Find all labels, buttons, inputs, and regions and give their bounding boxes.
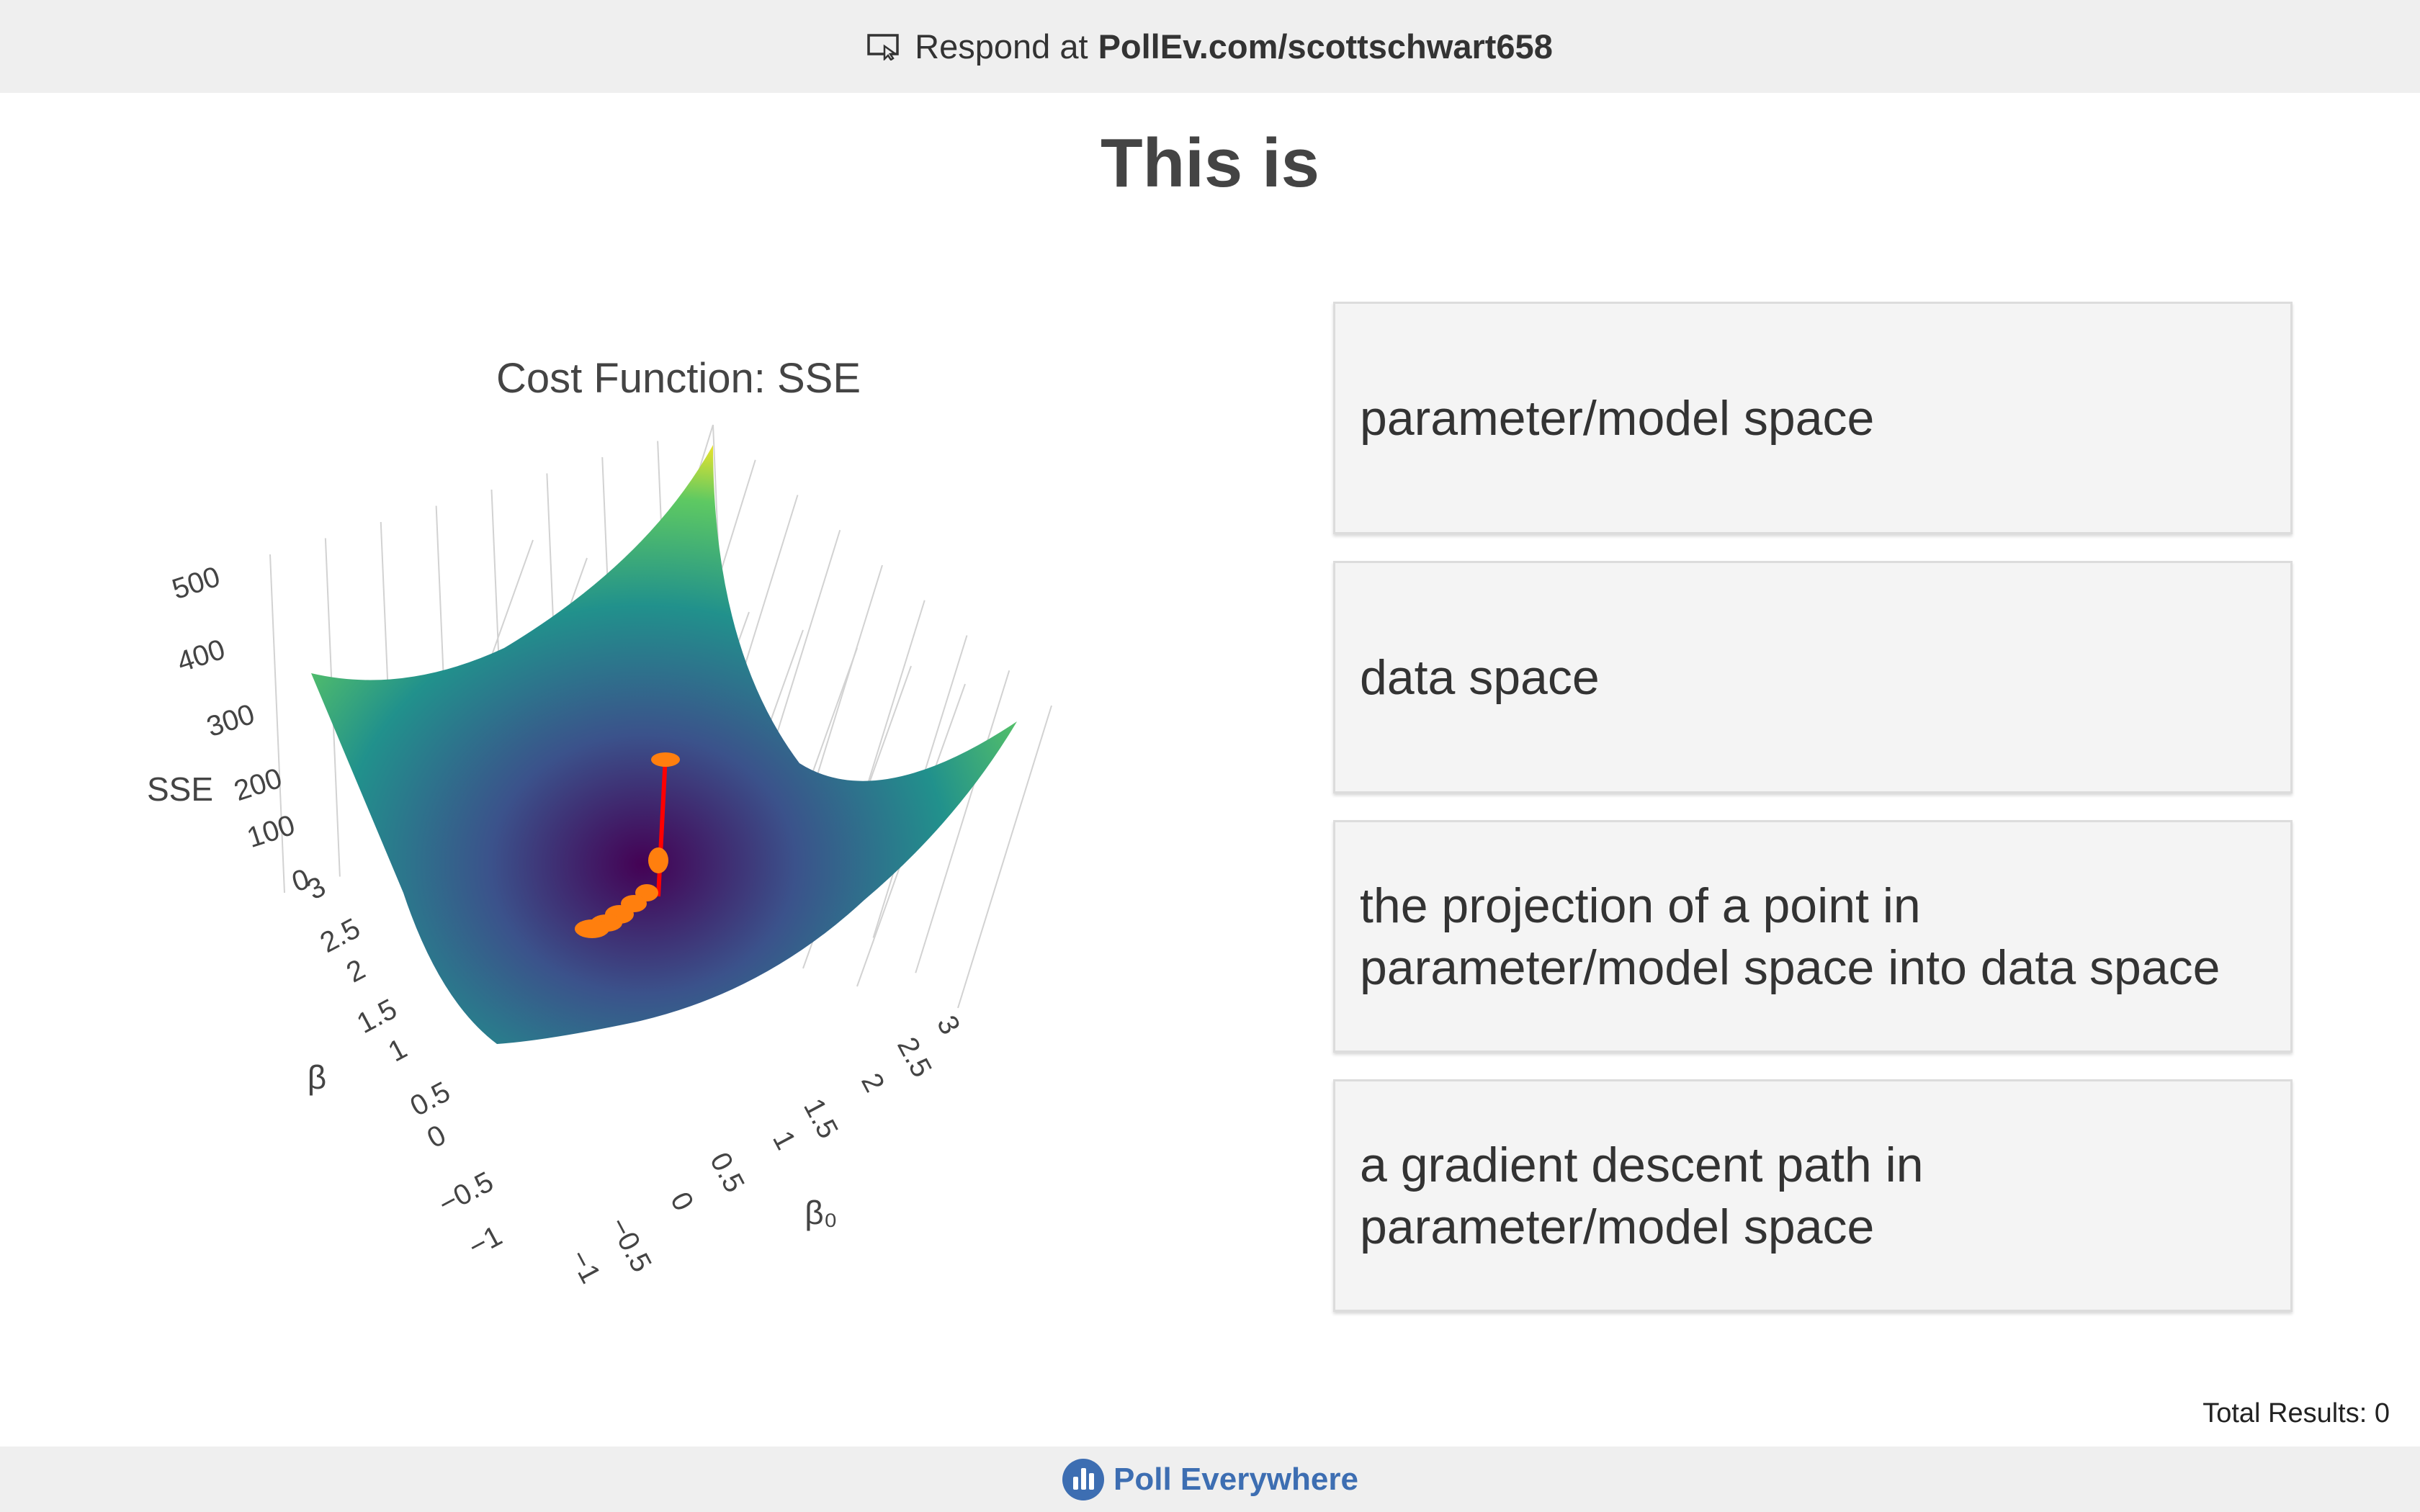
sse-axis-label: SSE — [147, 770, 213, 808]
beta0-tick-label: 1.5 — [797, 1094, 844, 1144]
option-data-space[interactable]: data space — [1333, 561, 2293, 793]
sse-tick-label: 100 — [243, 809, 299, 854]
beta0-tick-label: 0.5 — [704, 1148, 750, 1198]
beta-tick-label: 0 — [422, 1119, 451, 1154]
sse-tick-label: 400 — [174, 634, 229, 678]
beta0-tick-label: −1 — [563, 1245, 606, 1289]
beta-tick-label: −1 — [463, 1220, 507, 1263]
gridline — [957, 705, 1052, 1009]
surface-chart[interactable]: Cost Function: SSE SSE 0 100 200 300 400 500 … — [108, 331, 1116, 1339]
option-gradient-descent-path[interactable]: a gradient descent path in parameter/mod… — [1333, 1079, 2293, 1312]
descent-marker — [648, 847, 668, 873]
beta-tick-label: 2 — [341, 953, 370, 989]
beta0-tick-label: 3 — [931, 1011, 966, 1040]
beta0-tick-label: 2.5 — [891, 1032, 938, 1083]
respond-bar: Respond at PollEv.com/scottschwart658 — [0, 0, 2420, 93]
beta-tick-label: 0.5 — [405, 1076, 455, 1122]
beta0-tick-label: 1 — [766, 1126, 802, 1155]
beta0-axis-label: β₀ — [805, 1194, 838, 1231]
beta-tick-label: 1.5 — [351, 993, 402, 1040]
beta-axis-label: β — [308, 1058, 326, 1096]
total-results: Total Results: 0 — [2202, 1398, 2390, 1428]
surface-chart-svg: Cost Function: SSE SSE 0100200300400500 … — [147, 355, 1052, 1289]
poll-everywhere-logo-icon — [1062, 1458, 1105, 1500]
chart-title: Cost Function: SSE — [496, 355, 861, 402]
beta-tick-label: 2.5 — [315, 912, 365, 959]
descent-marker — [651, 752, 680, 767]
beta0-tick-label: −0.5 — [603, 1212, 658, 1277]
gridline — [915, 670, 1010, 973]
gridline — [269, 554, 285, 894]
brand-name: Poll Everywhere — [1113, 1461, 1358, 1497]
sse-tick-label: 200 — [230, 762, 286, 807]
respond-url-link[interactable]: PollEv.com/scottschwart658 — [1098, 27, 1553, 66]
descent-path-markers — [575, 752, 680, 938]
question-title: This is — [1100, 125, 1320, 202]
respond-label: Respond at — [915, 27, 1088, 66]
cost-surface — [311, 445, 1017, 1044]
option-projection[interactable]: the projection of a point in parameter/m… — [1333, 820, 2293, 1053]
footer-bar: Poll Everywhere — [0, 1446, 2420, 1512]
option-parameter-model-space[interactable]: parameter/model space — [1333, 302, 2293, 534]
answer-options: parameter/model space data space the pro… — [1333, 302, 2297, 1338]
beta-tick-label: 1 — [383, 1032, 412, 1068]
sse-tick-label: 500 — [169, 561, 224, 606]
beta0-tick-label: 2 — [855, 1068, 890, 1097]
sse-tick-label: 300 — [203, 698, 259, 743]
beta0-tick-label: 0 — [664, 1187, 699, 1216]
beta-tick-label: −0.5 — [434, 1166, 498, 1220]
descent-marker — [575, 919, 609, 938]
beta0-tick-labels: −1−0.500.5 11.5 22.53 — [563, 1011, 966, 1289]
screen-cursor-icon — [867, 33, 899, 60]
